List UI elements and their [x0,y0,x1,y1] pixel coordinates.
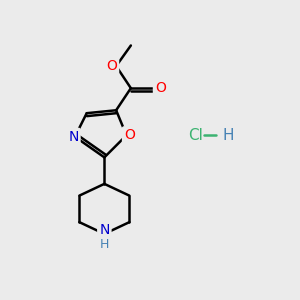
Text: H: H [100,238,109,251]
Text: N: N [68,130,79,144]
Text: O: O [155,81,166,95]
Text: O: O [106,59,117,73]
Text: N: N [99,224,110,237]
Text: H: H [222,128,234,143]
Text: O: O [124,128,135,142]
Text: Cl: Cl [188,128,203,143]
